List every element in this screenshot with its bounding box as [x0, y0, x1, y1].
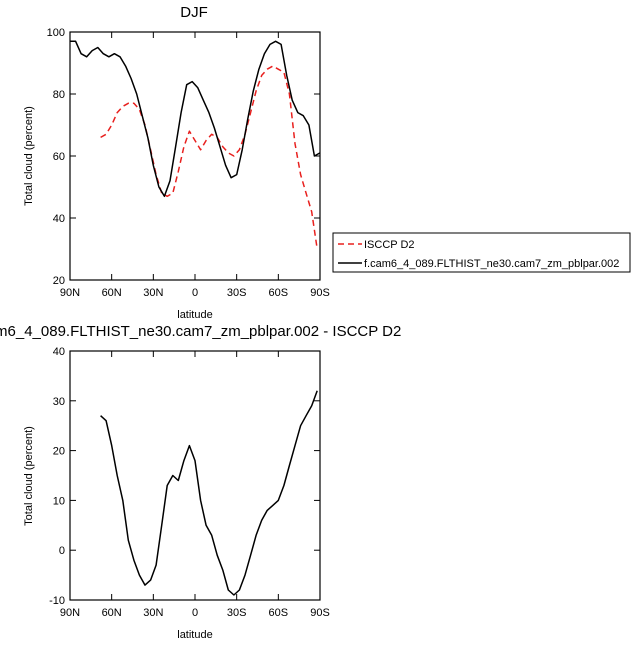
- x-tick-label: 30S: [227, 287, 247, 299]
- x-tick-label: 60N: [102, 607, 122, 619]
- x-tick-label: 30N: [143, 287, 163, 299]
- series-lines: [100, 390, 318, 596]
- series-line-isccp: [100, 65, 318, 250]
- x-tick-label: 90N: [60, 607, 80, 619]
- difference-panel: am6_4_089.FLTHIST_ne30.cam7_zm_pblpar.00…: [0, 323, 401, 641]
- x-tick-label: 0: [192, 607, 198, 619]
- x-tick-label: 0: [192, 287, 198, 299]
- y-tick-label: 30: [53, 396, 65, 408]
- chart-title: am6_4_089.FLTHIST_ne30.cam7_zm_pblpar.00…: [0, 323, 401, 340]
- series-lines: [70, 40, 321, 250]
- x-tick-label: 60S: [269, 287, 289, 299]
- x-axis-label: latitude: [177, 309, 212, 321]
- y-tick-label: 10: [53, 495, 65, 507]
- y-tick-label: 20: [53, 446, 65, 458]
- legend: ISCCP D2 f.cam6_4_089.FLTHIST_ne30.cam7_…: [332, 232, 631, 273]
- legend-entry-model: f.cam6_4_089.FLTHIST_ne30.cam7_zm_pblpar…: [364, 258, 619, 270]
- y-axis-label: Total cloud (percent): [23, 426, 35, 526]
- y-tick-label: -10: [49, 595, 65, 607]
- x-tick-label: 60S: [269, 607, 289, 619]
- x-tick-label: 60N: [102, 287, 122, 299]
- x-tick-label: 90S: [310, 287, 330, 299]
- chart-title: DJF: [180, 4, 208, 21]
- y-axis: -10 0 10 20 30 40: [49, 346, 320, 607]
- y-axis: 20 40 60 80 100: [47, 27, 320, 287]
- y-tick-label: 0: [59, 545, 65, 557]
- x-tick-label: 90S: [310, 607, 330, 619]
- y-tick-label: 100: [47, 27, 65, 39]
- y-axis-label: Total cloud (percent): [23, 106, 35, 206]
- series-line-model: [100, 390, 318, 596]
- x-tick-label: 30S: [227, 607, 247, 619]
- plot-frame: [69, 350, 321, 601]
- x-tick-label: 30N: [143, 607, 163, 619]
- x-axis: 90N 60N 30N 0 30S 60S 90S: [60, 351, 330, 619]
- legend-entry-isccp: ISCCP D2: [364, 239, 415, 251]
- y-tick-label: 20: [53, 275, 65, 287]
- plot-frame: [69, 31, 321, 281]
- x-axis: 90N 60N 30N 0 30S 60S 90S: [60, 32, 330, 299]
- y-tick-label: 80: [53, 89, 65, 101]
- y-tick-label: 40: [53, 213, 65, 225]
- x-tick-label: 90N: [60, 287, 80, 299]
- series-line-model: [70, 40, 321, 198]
- y-tick-label: 60: [53, 151, 65, 163]
- x-axis-label: latitude: [177, 629, 212, 641]
- djf-panel: DJF 20 40 60 80 100 90N 60N 30N 0 30S 60S 90S lati…: [23, 4, 631, 321]
- y-tick-label: 40: [53, 346, 65, 358]
- legend-box: [332, 232, 631, 273]
